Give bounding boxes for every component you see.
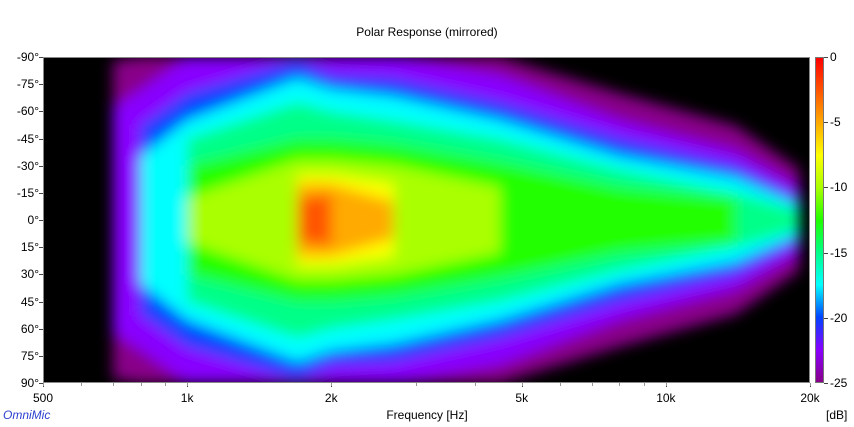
heatmap-svg: [43, 57, 810, 383]
x-minor-tick: [810, 383, 811, 386]
x-minor-tick: [475, 383, 477, 386]
colorbar-tick-mark: [824, 317, 828, 319]
x-tick-label: 5k: [515, 391, 529, 405]
x-tick-label: 1k: [180, 391, 194, 405]
y-tick-label: 90°: [20, 376, 39, 390]
y-tick-label: 15°: [20, 240, 39, 255]
x-minor-tick: [591, 383, 593, 386]
y-tick-mark: [39, 328, 43, 330]
y-tick-mark: [39, 247, 43, 249]
y-tick-label: 75°: [20, 348, 39, 363]
colorbar-tick-label: -5: [830, 115, 841, 130]
colorbar-tick-label: 0: [830, 50, 837, 64]
y-tick-mark: [39, 192, 43, 194]
x-minor-tick: [331, 383, 333, 386]
colorbar-tick-label: -10: [830, 180, 848, 195]
colorbar-tick-mark: [824, 57, 828, 58]
colorbar-tick-label: -15: [830, 245, 848, 260]
x-minor-tick: [619, 383, 621, 386]
colorbar-tick-label: -20: [830, 310, 848, 325]
colorbar-tick-label: -25: [830, 376, 848, 390]
x-minor-tick: [140, 383, 142, 386]
x-minor-tick: [165, 383, 167, 386]
x-minor-tick: [80, 383, 82, 386]
y-tick-mark: [39, 383, 43, 384]
y-tick-label: 30°: [20, 267, 39, 282]
x-tick-label: 500: [32, 391, 54, 405]
y-tick-mark: [39, 301, 43, 303]
x-minor-tick: [187, 383, 189, 386]
x-minor-tick: [112, 383, 114, 386]
x-minor-tick: [415, 383, 417, 386]
y-tick-mark: [39, 355, 43, 357]
x-minor-tick: [643, 383, 645, 386]
x-minor-tick: [521, 383, 523, 386]
colorbar-tick-mark: [824, 383, 828, 384]
heatmap-plot-area: [43, 57, 810, 383]
y-tick-mark: [39, 220, 43, 221]
y-tick-label: -75°: [16, 77, 39, 92]
x-minor-tick: [559, 383, 561, 386]
y-tick-mark: [39, 57, 43, 58]
x-tick-label: 20k: [800, 391, 820, 405]
y-tick-mark: [39, 84, 43, 86]
x-tick-label: 10k: [656, 391, 676, 405]
y-tick-label: -90°: [16, 50, 39, 64]
x-tick-label: 2k: [324, 391, 338, 405]
y-tick-mark: [39, 111, 43, 113]
y-tick-label: -60°: [16, 104, 39, 119]
y-tick-label: 60°: [20, 321, 39, 336]
x-minor-tick: [43, 383, 44, 386]
y-tick-mark: [39, 138, 43, 140]
colorbar-tick-mark: [824, 187, 828, 189]
y-tick-label: 0°: [27, 213, 39, 227]
x-axis-label: Frequency [Hz]: [386, 408, 468, 422]
y-tick-label: -45°: [16, 131, 39, 146]
colorbar-unit: [dB]: [826, 408, 848, 422]
y-tick-label: 45°: [20, 294, 39, 309]
chart-title: Polar Response (mirrored): [356, 25, 498, 39]
y-tick-label: -30°: [16, 158, 39, 173]
x-minor-tick: [665, 383, 667, 386]
colorbar-tick-mark: [824, 122, 828, 124]
y-tick-mark: [39, 165, 43, 167]
y-tick-label: -15°: [16, 185, 39, 200]
colorbar-tick-mark: [824, 252, 828, 254]
y-tick-mark: [39, 274, 43, 276]
contour-band-minus2_5: [297, 194, 332, 246]
brand-logo-text: OmniMic: [3, 408, 51, 422]
colorbar: [815, 57, 824, 383]
